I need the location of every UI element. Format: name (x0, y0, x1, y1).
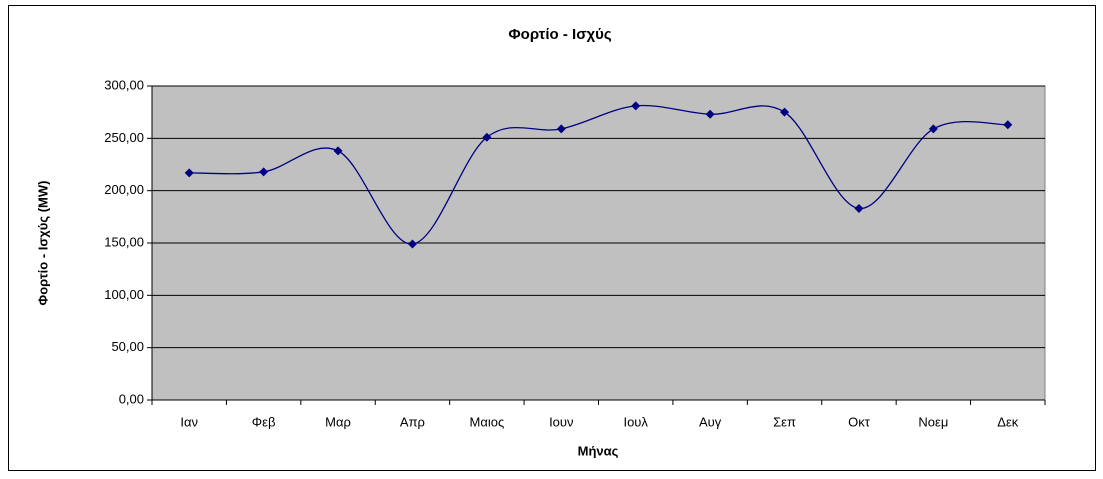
data-point (556, 124, 566, 134)
x-tick-label: Φεβ (252, 414, 276, 429)
data-point (631, 101, 641, 111)
data-point (780, 107, 790, 117)
x-tick-label: Οκτ (848, 414, 871, 429)
x-axis-title: Μήνας (578, 443, 619, 458)
x-tick-label: Δεκ (997, 414, 1018, 429)
y-tick-label: 0,00 (119, 391, 144, 406)
x-tick-label: Αυγ (699, 414, 722, 429)
x-tick-label: Ιαν (180, 414, 198, 429)
x-tick-label: Μαρ (325, 414, 351, 429)
data-point (1003, 120, 1013, 130)
data-point (259, 167, 269, 177)
data-point (854, 203, 864, 213)
x-tick-label: Νοεμ (918, 414, 948, 429)
data-point (333, 146, 343, 156)
x-tick-label: Ιουλ (623, 414, 648, 429)
y-tick-label: 300,00 (104, 77, 144, 92)
x-tick-label: Ιουν (549, 414, 573, 429)
x-tick-label: Μαιος (470, 414, 505, 429)
y-axis-title: Φορτίο - Ισχύς (MW) (35, 181, 50, 306)
data-point (407, 239, 417, 249)
data-point (928, 124, 938, 134)
y-tick-label: 100,00 (104, 287, 144, 302)
y-tick-label: 200,00 (104, 182, 144, 197)
y-tick-label: 250,00 (104, 130, 144, 145)
data-point (482, 132, 492, 142)
x-tick-label: Σεπ (773, 414, 796, 429)
x-tick-label: Απρ (400, 414, 425, 429)
y-tick-label: 150,00 (104, 234, 144, 249)
chart-title: Φορτίο - Ισχύς (508, 26, 611, 43)
y-tick-label: 50,00 (111, 339, 144, 354)
data-point (184, 168, 194, 178)
data-point (705, 109, 715, 119)
